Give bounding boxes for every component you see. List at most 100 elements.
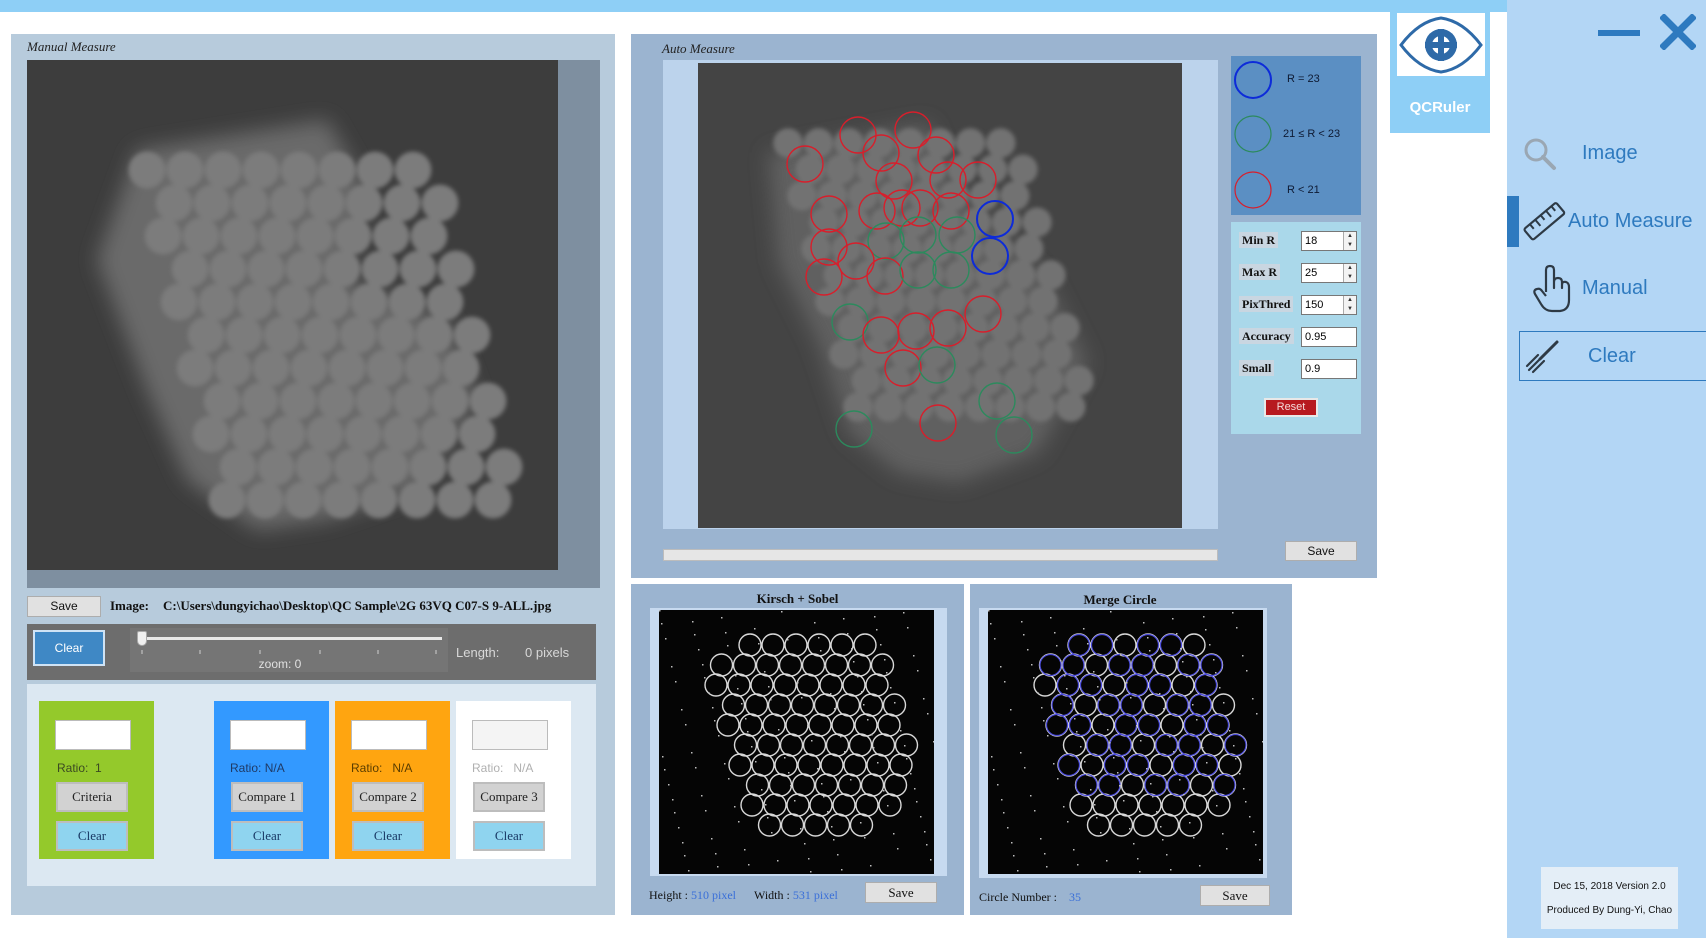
image-path-label: Image: <box>110 598 149 613</box>
green-circle-icon <box>1234 115 1272 153</box>
ratio-value: N/A <box>264 761 285 775</box>
manual-save-button[interactable]: Save <box>27 596 101 617</box>
version-text: Dec 15, 2018 Version 2.0 <box>1553 881 1666 892</box>
kirsch-sobel-title: Kirsch + Sobel <box>756 591 839 606</box>
auto-image-canvas[interactable] <box>698 63 1182 528</box>
width-info: Width : 531 pixel <box>754 888 838 903</box>
merge-circle-image <box>988 610 1263 874</box>
manual-image-canvas[interactable] <box>27 60 558 570</box>
spinner-arrows-icon[interactable]: ▲ ▼ <box>1343 232 1356 250</box>
compare3-button[interactable]: Compare 3 <box>473 782 545 812</box>
width-unit: pixel <box>813 888 838 902</box>
zoom-text: zoom: 0 <box>258 657 302 671</box>
criteria-ratio: Ratio: 1 <box>57 761 102 775</box>
criteria-clear-button[interactable]: Clear <box>56 821 128 851</box>
min-r-label: Min R <box>1239 232 1278 248</box>
magnifier-icon <box>1524 138 1556 170</box>
auto-save-button[interactable]: Save <box>1285 541 1357 561</box>
red-circle-icon <box>1234 171 1272 209</box>
compare2-input[interactable] <box>351 720 427 750</box>
merged-edge-image <box>988 610 1263 873</box>
right-sidebar <box>1507 0 1706 938</box>
legend-text-range: 21 ≤ R < 23 <box>1283 128 1341 140</box>
accuracy-label: Accuracy <box>1239 328 1294 344</box>
auto-progress-bar <box>663 549 1218 561</box>
compare3-input[interactable] <box>472 720 548 750</box>
compare1-button[interactable]: Compare 1 <box>231 782 303 812</box>
criteria-button[interactable]: Criteria <box>56 782 128 812</box>
compare2-box: Ratio: N/A Compare 2 Clear <box>335 701 450 859</box>
blue-circle-icon <box>1234 61 1272 99</box>
ratio-value: N/A <box>392 761 413 775</box>
accuracy-input[interactable]: 0.95 <box>1301 327 1357 347</box>
auto-measure-title: Auto Measure <box>662 41 735 56</box>
small-input[interactable]: 0.9 <box>1301 359 1357 379</box>
max-r-value: 25 <box>1305 267 1318 279</box>
legend-text-equal: R = 23 <box>1287 73 1320 85</box>
detected-circles-image <box>768 111 1094 483</box>
minimize-icon[interactable] <box>1598 30 1640 36</box>
kirsch-save-button[interactable]: Save <box>865 882 937 903</box>
spinner-arrows-icon[interactable]: ▲ ▼ <box>1343 264 1356 282</box>
compare2-button[interactable]: Compare 2 <box>352 782 424 812</box>
image-path-value: C:\Users\dungyichao\Desktop\QC Sample\2G… <box>163 598 552 613</box>
active-nav-indicator <box>1507 196 1519 247</box>
compare3-clear-button[interactable]: Clear <box>473 821 545 851</box>
author-text: Produced By Dung-Yi, Chao <box>1546 905 1673 916</box>
app-logo-text: QCRuler <box>1409 99 1471 116</box>
reset-button[interactable]: Reset <box>1264 398 1318 417</box>
height-label: Height : <box>649 888 688 902</box>
compare2-ratio: Ratio: N/A <box>351 761 412 775</box>
radius-legend <box>1231 56 1361 215</box>
kirsch-sobel-image <box>659 610 934 874</box>
manual-clear-button[interactable]: Clear <box>33 630 105 666</box>
merge-circle-title: Merge Circle <box>1083 592 1157 607</box>
nav-manual[interactable]: Manual <box>1520 262 1706 316</box>
ruler-icon <box>1523 202 1566 241</box>
zoom-slider-thumb[interactable] <box>137 631 147 646</box>
min-r-input[interactable]: 18 ▲ ▼ <box>1301 231 1357 251</box>
nav-clear-label: Clear <box>1588 345 1636 367</box>
top-accent-bar <box>0 0 1507 12</box>
min-r-value: 18 <box>1305 235 1318 247</box>
criteria-input[interactable] <box>55 720 131 750</box>
broom-icon <box>1525 340 1559 374</box>
small-label: Small <box>1239 360 1275 376</box>
nav-clear[interactable]: Clear <box>1519 331 1706 381</box>
logo-badge <box>1397 13 1485 76</box>
compare2-clear-button[interactable]: Clear <box>352 821 424 851</box>
nav-manual-label: Manual <box>1582 277 1648 299</box>
ratio-value: 1 <box>95 761 102 775</box>
edge-image <box>659 610 934 873</box>
height-unit: pixel <box>712 888 736 902</box>
ratio-label: Ratio: <box>57 761 89 775</box>
zoom-slider-area <box>130 628 448 672</box>
length-label: Length: <box>456 645 500 660</box>
max-r-input[interactable]: 25 ▲ ▼ <box>1301 263 1357 283</box>
zoom-slider-track[interactable] <box>140 637 442 640</box>
nav-auto-measure-label: Auto Measure <box>1568 210 1693 232</box>
length-value: 0 pixels <box>525 645 570 660</box>
pixthred-input[interactable]: 150 ▲ ▼ <box>1301 295 1357 315</box>
hand-pointer-icon <box>1533 264 1571 313</box>
max-r-label: Max R <box>1239 264 1280 280</box>
nav-auto-measure[interactable]: Auto Measure <box>1520 196 1706 247</box>
width-value: 531 <box>792 888 811 902</box>
compare1-box: Ratio: N/A Compare 1 Clear <box>214 701 329 859</box>
spinner-arrows-icon[interactable]: ▲ ▼ <box>1343 296 1356 314</box>
ratio-value: N/A <box>513 761 534 775</box>
legend-item-less <box>1233 170 1275 217</box>
compare1-clear-button[interactable]: Clear <box>231 821 303 851</box>
compare1-input[interactable] <box>230 720 306 750</box>
nav-image[interactable]: Image <box>1520 134 1706 178</box>
close-icon[interactable] <box>1660 14 1696 50</box>
qcruler-logo-icon <box>1399 16 1483 74</box>
zoom-slider-ticks <box>141 650 437 654</box>
circle-number-value: 35 <box>1068 890 1081 904</box>
pixthred-label: PixThred <box>1239 296 1294 312</box>
manual-measure-title: Manual Measure <box>27 39 116 54</box>
micrograph-image <box>97 120 523 530</box>
parameter-panel: Min R 18 ▲ ▼ Max R 25 ▲ ▼ PixThred 150 ▲ ▼ Acc… <box>1231 222 1361 434</box>
nav-image-label: Image <box>1582 142 1638 164</box>
merge-save-button[interactable]: Save <box>1200 885 1270 906</box>
